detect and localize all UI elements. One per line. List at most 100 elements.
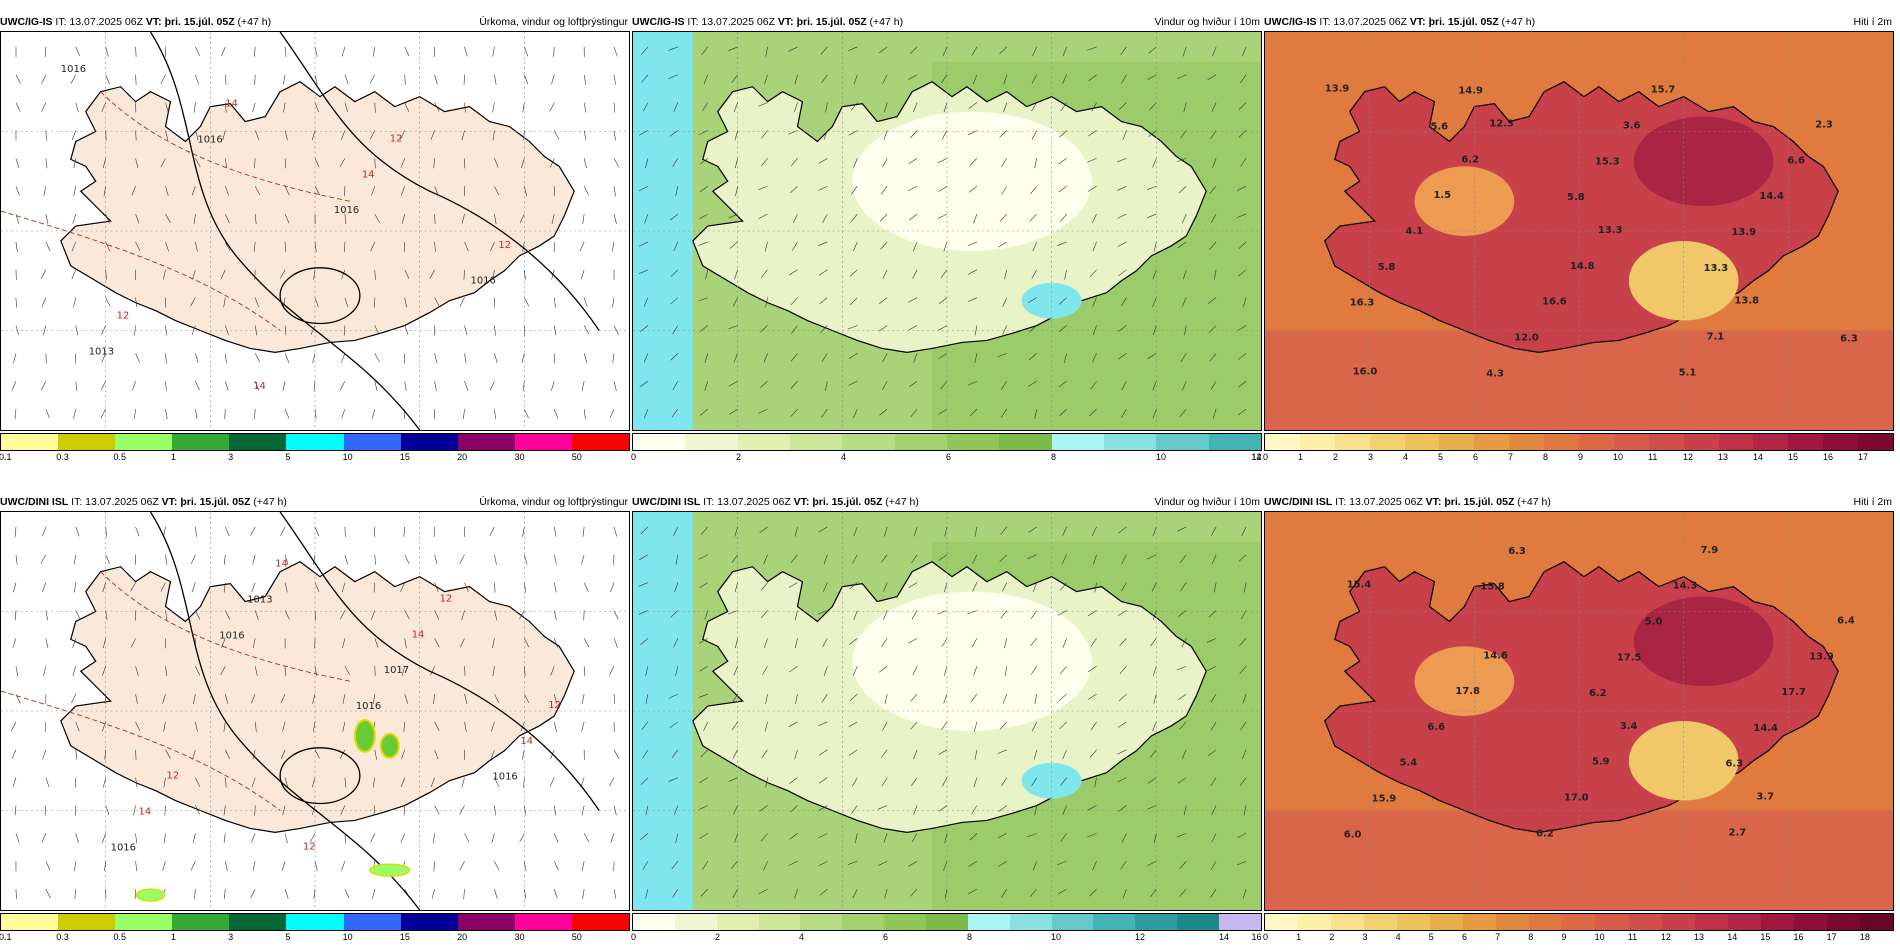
colorbar-tick-label: 4: [1395, 932, 1401, 942]
forecast-map: 1016 1016 1016 1016 1013 1017 14 14 14 14 12 12 12 12: [0, 511, 630, 911]
colorbar-tick-label: 6: [1473, 452, 1479, 462]
map-value-label: 15.3: [1595, 156, 1620, 167]
colorbar-tick-label: 14: [1219, 932, 1230, 942]
colorbar-tick-label: 0: [631, 452, 637, 462]
colorbar-tick-label: 9: [1578, 452, 1584, 462]
colorbar-tick-label: 0.5: [113, 452, 127, 462]
colorbar-tick-label: 30: [514, 452, 525, 462]
colorbar-tick-label: 3: [1362, 932, 1368, 942]
iceland-landmass: [60, 561, 575, 833]
map-value-label: 6.2: [1461, 154, 1479, 165]
colorbar-tick-label: 2: [1333, 452, 1339, 462]
colorbar-tick-label: 7: [1495, 932, 1501, 942]
colorbar-tick-label: 3: [228, 452, 234, 462]
map-value-label: 15.4: [1347, 580, 1372, 591]
colorbar-tick-label: 10: [1156, 452, 1167, 462]
graticule: [1265, 32, 1893, 430]
colorbar-tick-label: 15: [1788, 452, 1799, 462]
map-value-label: 1016: [334, 205, 359, 216]
colorbar-swatch: [1009, 914, 1052, 930]
colorbar-swatch: [1397, 914, 1431, 930]
colorbar-swatch: [1544, 434, 1580, 450]
map-value-label: 17.7: [1781, 687, 1806, 698]
map-value-label: 7.9: [1701, 545, 1719, 556]
map-value-label: 15.9: [1372, 794, 1397, 805]
map-value-label: 6.6: [1427, 722, 1445, 733]
colorbar-swatch: [229, 434, 287, 450]
forecast-panel-wind: UWC/DINI ISL IT: 13.07.2025 06Z VT: þri.…: [631, 488, 1262, 946]
colorbar-tick-label: 11: [1648, 452, 1658, 462]
colorbar-swatch: [1683, 434, 1719, 450]
colorbar-swatch: [1788, 434, 1824, 450]
colorbar-swatch: [1529, 914, 1563, 930]
colorbar-tick-label: 1: [1296, 932, 1302, 942]
panel-header: UWC/DINI ISL IT: 13.07.2025 06Z VT: þri.…: [1264, 494, 1894, 510]
forecast-map: 5.6 5.8 13.3 6.3 14.9 15.3 13.9 16.3 4.3 3.6 14.4 5…: [1264, 31, 1894, 431]
map-value-label: 1016: [492, 772, 517, 783]
colorbar-tick-label: 16: [1251, 932, 1262, 942]
colorbar-tick-label: 8: [967, 932, 973, 942]
colorbar-tick-label: 0: [631, 932, 637, 942]
graticule: [1265, 512, 1893, 910]
precip-cell: [379, 732, 400, 759]
colorbar-swatch: [286, 914, 344, 930]
map-value-label: 6.4: [1837, 615, 1855, 626]
map-value-label: 1016: [197, 134, 222, 145]
map-value-label: 1.5: [1433, 190, 1451, 201]
strong-wind-area: [633, 32, 693, 430]
colorbar-swatch: [514, 914, 572, 930]
colorbar-swatch: [58, 434, 116, 450]
forecast-map: [632, 511, 1262, 911]
colorbar-swatch: [457, 914, 515, 930]
colorbar-swatch: [1648, 434, 1684, 450]
map-value-label: 15.7: [1651, 85, 1676, 96]
map-value-label: 3.4: [1620, 721, 1638, 732]
map-value-label: 1017: [384, 665, 409, 676]
map-value-label: 1013: [89, 346, 114, 357]
colorbar-swatch: [1509, 434, 1545, 450]
lead-time: (+47 h): [253, 496, 287, 508]
colorbar-tick-label: 20: [457, 932, 468, 942]
map-value-label: 14.4: [1759, 191, 1784, 202]
colorbar-swatch: [1219, 914, 1261, 930]
colorbar: [632, 913, 1262, 931]
panel-header: UWC/IG-IS IT: 13.07.2025 06Z VT: þri. 15…: [1264, 14, 1894, 30]
map-value-label: 5.6: [1430, 122, 1448, 133]
colorbar-swatch: [343, 914, 401, 930]
map-value-label: 12: [548, 700, 561, 711]
wind-symbols: [11, 526, 620, 900]
colorbar-swatch: [685, 434, 738, 450]
warm-area-north: [1633, 596, 1774, 687]
colorbar-swatch: [737, 434, 790, 450]
colorbar-swatch: [400, 914, 458, 930]
colorbar-swatch: [1613, 434, 1649, 450]
forecast-panel-precip: UWC/IG-IS IT: 13.07.2025 06Z VT: þri. 15…: [0, 8, 630, 466]
colorbar-swatch: [1595, 914, 1629, 930]
cool-area-west: [1414, 166, 1515, 236]
map-value-label: 4.1: [1406, 226, 1424, 237]
valid-time: VT: þri. 15.júl. 05Z: [161, 496, 251, 508]
calm-inland-area: [852, 591, 1092, 731]
colorbar-swatch: [1051, 434, 1104, 450]
colorbar-swatch: [946, 434, 1000, 450]
isobars: [1, 512, 600, 910]
colorbar-tick-label: 4: [799, 932, 805, 942]
map-value-label: 4.3: [1486, 368, 1504, 379]
colorbar-swatch: [633, 914, 675, 930]
colorbar-tick-label: 11: [1627, 932, 1638, 942]
map-value-label: 17.0: [1564, 793, 1589, 804]
map-value-label: 5.8: [1567, 192, 1585, 203]
colorbar-tick-label: 13: [1694, 932, 1705, 942]
panel-title: Úrkoma, vindur og loftþrýstingur: [479, 496, 628, 508]
init-time: IT: 13.07.2025 06Z: [1335, 496, 1423, 508]
map-value-label: 5.4: [1400, 758, 1418, 769]
valid-time: VT: þri. 15.júl. 05Z: [777, 16, 867, 28]
map-value-label: 3.6: [1623, 121, 1641, 132]
colorbar-swatch: [842, 914, 885, 930]
map-value-label: 12: [498, 240, 511, 251]
colorbar-swatch: [1496, 914, 1530, 930]
colorbar-tick-label: 2: [715, 932, 721, 942]
colorbar-swatch: [115, 434, 173, 450]
colorbar-tick-label: 18: [1859, 932, 1870, 942]
colorbar-tick-label: 0.5: [113, 932, 127, 942]
